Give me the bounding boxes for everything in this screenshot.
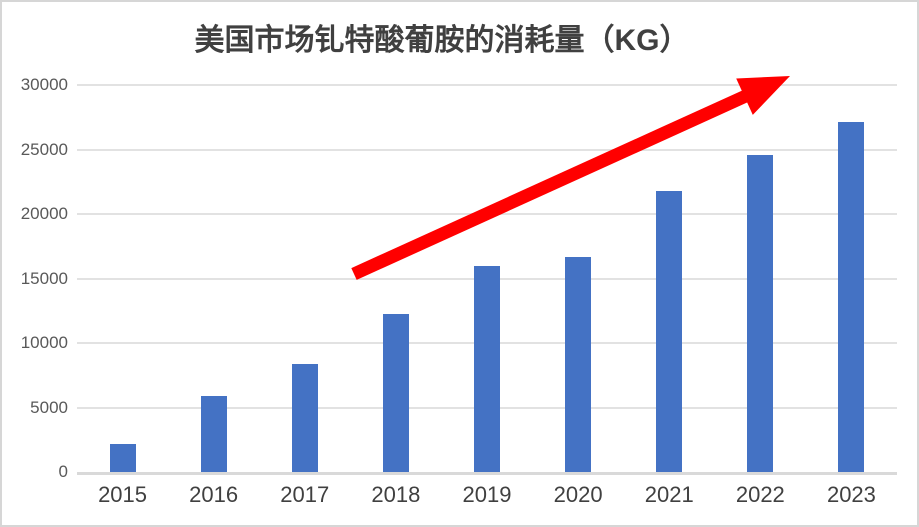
y-tick-label-0: 0 <box>58 462 68 481</box>
bar-2019 <box>474 265 500 472</box>
x-tick-label-2018: 2018 <box>371 482 421 507</box>
bar-2018 <box>382 313 409 472</box>
x-axis-line <box>77 472 897 475</box>
x-tick-label-2020: 2020 <box>553 482 603 507</box>
gridline-25000 <box>77 148 897 151</box>
bar-2020 <box>565 256 592 472</box>
bar-2017 <box>291 364 318 472</box>
gridline-20000 <box>77 213 897 215</box>
x-tick-label-2021: 2021 <box>644 482 694 507</box>
x-tick-label-2015: 2015 <box>98 482 148 507</box>
y-tick-label-25000: 25000 <box>20 139 68 159</box>
x-tick-label-2022: 2022 <box>735 482 785 507</box>
bar-2016 <box>200 395 227 472</box>
y-tick-label-20000: 20000 <box>20 204 68 223</box>
x-tick-label-2016: 2016 <box>189 482 239 507</box>
bar-2015 <box>109 443 136 472</box>
x-tick-label-2023: 2023 <box>826 482 876 507</box>
y-tick-label-15000: 15000 <box>20 268 68 288</box>
y-tick-label-5000: 5000 <box>30 397 68 417</box>
bar-2021 <box>656 191 683 472</box>
chart-title: 美国市场钆特酸葡胺的消耗量（KG） <box>194 24 690 57</box>
x-tick-label-2019: 2019 <box>462 482 512 507</box>
bar-2022 <box>747 154 774 472</box>
x-tick-label-2017: 2017 <box>280 482 330 507</box>
y-tick-label-10000: 10000 <box>20 333 68 352</box>
y-tick-label-30000: 30000 <box>20 75 68 94</box>
gridline-30000 <box>77 84 897 86</box>
bar-2023 <box>838 122 865 472</box>
